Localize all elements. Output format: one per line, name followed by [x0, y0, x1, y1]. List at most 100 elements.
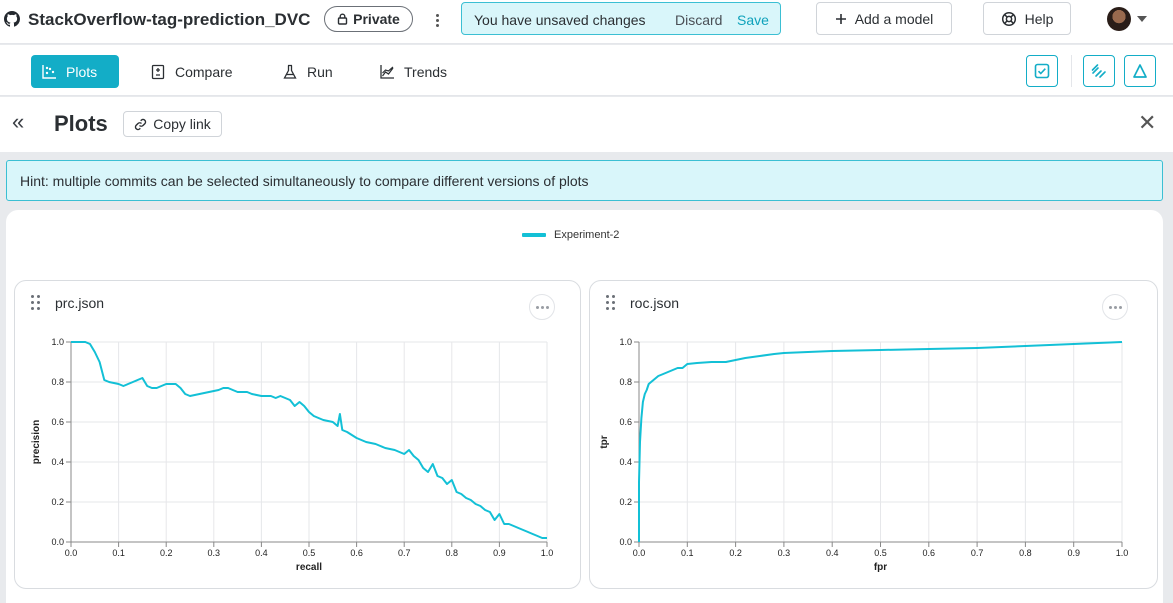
plot-title: roc.json — [630, 295, 680, 311]
y-axis-label: tpr — [599, 435, 610, 448]
more-options-icon[interactable] — [1102, 294, 1128, 320]
flask-icon — [283, 64, 297, 79]
plot-card-prc: prc.json 0.0 0.1 0.2 0.3 0.4 0.5 0.6 0.7 0.8 0.9 1… — [14, 280, 581, 589]
unsaved-changes-banner: You have unsaved changes Discard Save — [461, 2, 781, 35]
page-title: Plots — [54, 111, 108, 136]
tab-plots[interactable]: Plots — [31, 55, 119, 88]
x-tick-label: 0.0 — [633, 548, 646, 558]
plus-icon — [835, 13, 846, 24]
y-tick-label: 0.6 — [51, 417, 64, 427]
x-tick-label: 0.8 — [446, 548, 459, 558]
x-axis-label: recall — [296, 562, 322, 573]
plot-card-roc: roc.json 0.0 0.1 0.2 0.3 0.4 0.5 0.6 0.7 0.8 0.9 1… — [589, 280, 1158, 589]
y-tick-label: 0.0 — [619, 537, 632, 547]
toolbar-divider — [1071, 55, 1072, 87]
tab-bar: Plots Compare Run Trends — [0, 45, 1173, 96]
scatter-plot-icon — [42, 64, 56, 79]
x-tick-label: 0.6 — [923, 548, 936, 558]
y-tick-label: 0.0 — [51, 537, 64, 547]
y-axis-label: precision — [31, 420, 42, 464]
delta-button[interactable] — [1124, 55, 1156, 87]
tab-label: Compare — [175, 63, 233, 80]
lifebuoy-icon — [1001, 11, 1016, 26]
y-tick-label: 0.8 — [619, 377, 632, 387]
y-tick-label: 0.4 — [51, 457, 64, 467]
plot-title: prc.json — [55, 295, 105, 311]
x-tick-label: 0.3 — [208, 548, 221, 558]
series-line — [638, 341, 1123, 542]
x-tick-label: 1.0 — [1116, 548, 1129, 558]
help-label: Help — [1024, 10, 1054, 27]
trends-icon — [380, 64, 394, 79]
x-tick-label: 0.8 — [1019, 548, 1032, 558]
x-axis-label: fpr — [874, 562, 887, 573]
save-button[interactable]: Save — [737, 12, 769, 28]
plots-panel-header: « Plots Copy link ✕ — [0, 97, 1173, 152]
top-bar: StackOverflow-tag-prediction_DVC Private… — [0, 0, 1173, 44]
copy-link-label: Copy link — [153, 116, 211, 132]
drag-handle-icon[interactable] — [31, 295, 40, 310]
tab-run[interactable]: Run — [272, 55, 343, 88]
y-tick-label: 0.2 — [619, 497, 632, 507]
x-tick-label: 0.2 — [160, 548, 173, 558]
link-icon — [135, 118, 147, 130]
x-tick-label: 0.6 — [350, 548, 363, 558]
drag-handle-icon[interactable] — [606, 295, 615, 310]
checkbox-icon — [1034, 63, 1050, 79]
x-tick-label: 0.7 — [971, 548, 984, 558]
compare-icon — [151, 64, 165, 79]
unlink-button[interactable] — [1083, 55, 1115, 87]
tab-compare[interactable]: Compare — [140, 55, 243, 88]
hint-banner: Hint: multiple commits can be selected s… — [6, 160, 1163, 201]
unsaved-message: You have unsaved changes — [474, 12, 646, 28]
more-options-icon[interactable] — [430, 11, 444, 29]
x-tick-label: 0.2 — [729, 548, 742, 558]
x-tick-label: 0.9 — [493, 548, 506, 558]
roc-chart: 0.0 0.1 0.2 0.3 0.4 0.5 0.6 0.7 0.8 0.9 1.0 0.0 0.2 0… — [599, 337, 1129, 573]
x-tick-label: 0.1 — [112, 548, 125, 558]
github-icon — [4, 11, 20, 27]
link-icon — [1091, 64, 1106, 78]
x-tick-label: 0.4 — [255, 548, 268, 558]
x-tick-label: 0.1 — [681, 548, 694, 558]
x-tick-label: 0.5 — [874, 548, 887, 558]
x-tick-label: 1.0 — [541, 548, 554, 558]
y-tick-label: 0.6 — [619, 417, 632, 427]
prc-chart: 0.0 0.1 0.2 0.3 0.4 0.5 0.6 0.7 0.8 0.9 1.0 0.0 0.2 0… — [31, 337, 554, 573]
x-tick-label: 0.5 — [303, 548, 316, 558]
copy-link-button[interactable]: Copy link — [123, 111, 222, 137]
y-tick-label: 0.4 — [619, 457, 632, 467]
select-all-button[interactable] — [1026, 55, 1058, 87]
legend-swatch — [522, 233, 546, 237]
legend: Experiment-2 — [522, 229, 619, 241]
plots-section: Experiment-2 prc.json 0.0 0.1 0.2 0.3 0.4 0.5… — [6, 210, 1163, 603]
tab-trends[interactable]: Trends — [369, 55, 457, 88]
tab-label: Trends — [404, 63, 448, 80]
x-tick-label: 0.3 — [778, 548, 791, 558]
add-model-label: Add a model — [854, 10, 934, 27]
y-tick-label: 0.2 — [51, 497, 64, 507]
x-tick-label: 0.0 — [65, 548, 78, 558]
avatar[interactable] — [1107, 7, 1131, 31]
discard-button[interactable]: Discard — [675, 12, 723, 28]
y-tick-label: 1.0 — [51, 337, 64, 347]
add-model-button[interactable]: Add a model — [816, 2, 952, 35]
y-tick-label: 1.0 — [619, 337, 632, 347]
help-button[interactable]: Help — [983, 2, 1071, 35]
delta-icon — [1133, 64, 1147, 78]
close-icon[interactable]: ✕ — [1138, 110, 1157, 135]
tab-label: Run — [307, 63, 333, 80]
lock-icon — [337, 13, 348, 25]
x-tick-label: 0.7 — [398, 548, 411, 558]
tab-label: Plots — [66, 63, 98, 80]
double-chevron-left-icon[interactable]: « — [12, 109, 25, 134]
series-line — [71, 341, 547, 539]
repo-name[interactable]: StackOverflow-tag-prediction_DVC — [28, 10, 311, 29]
private-badge[interactable]: Private — [324, 6, 413, 32]
legend-label: Experiment-2 — [554, 229, 620, 241]
x-tick-label: 0.9 — [1067, 548, 1080, 558]
x-tick-label: 0.4 — [826, 548, 839, 558]
private-label: Private — [353, 11, 400, 27]
chevron-down-icon[interactable] — [1137, 16, 1147, 22]
more-options-icon[interactable] — [529, 294, 555, 320]
